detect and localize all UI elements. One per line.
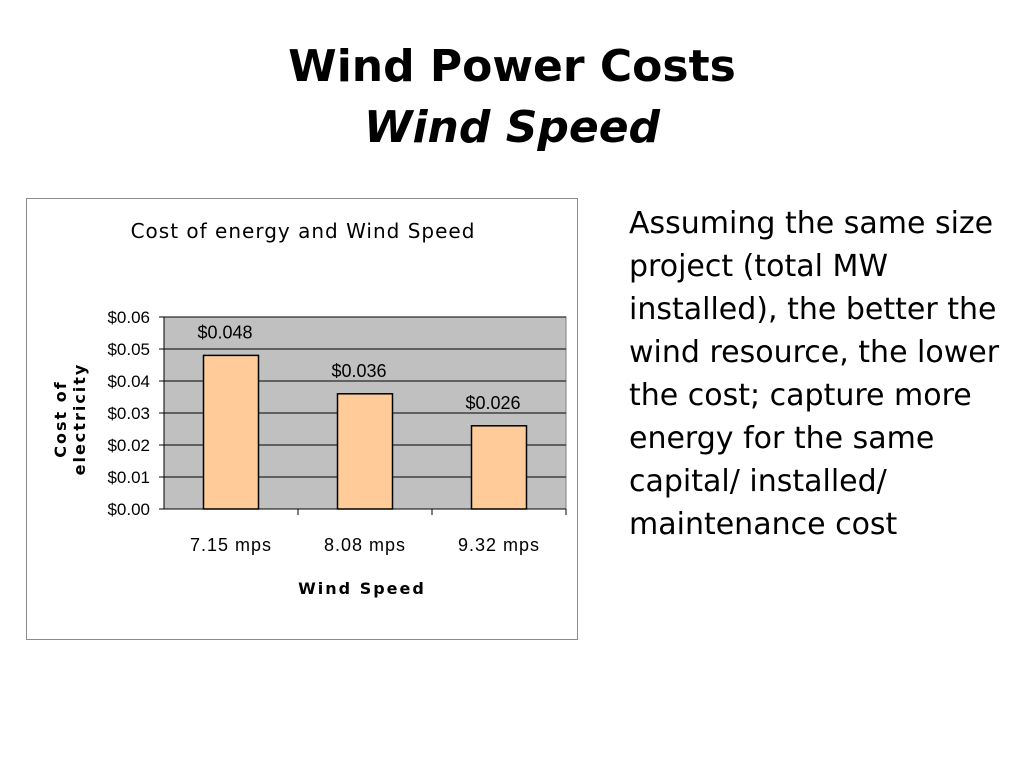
- data-label: $0.026: [465, 393, 520, 413]
- y-tick-label: $0.00: [107, 500, 150, 519]
- slide-title: Wind Power Costs: [288, 41, 736, 92]
- y-tick-label: $0.01: [107, 468, 150, 487]
- y-tick-label: $0.03: [107, 404, 150, 423]
- data-label: $0.036: [331, 361, 386, 381]
- bar: [202, 354, 260, 510]
- bar: [470, 425, 528, 510]
- y-tick-label: $0.02: [107, 436, 150, 455]
- x-axis-label: Wind Speed: [298, 579, 426, 598]
- y-tick-label: $0.06: [107, 308, 150, 327]
- x-tick-label: 9.32 mps: [458, 535, 540, 555]
- y-tick-label: $0.05: [107, 340, 150, 359]
- x-tick-label: 8.08 mps: [324, 535, 406, 555]
- bar: [336, 393, 394, 510]
- chart-title: Cost of energy and Wind Speed: [130, 219, 476, 243]
- chart-container: Cost of energy and Wind Speed Cost of el…: [26, 198, 578, 640]
- x-tick-label: 7.15 mps: [190, 535, 272, 555]
- bar-chart: $0.00 $0.01 $0.02 $0.03 $0.04 $0.05 $0.06 $0.04…: [107, 308, 567, 555]
- y-tick-label: $0.04: [107, 372, 150, 391]
- body-text: Assuming the same size project (total MW…: [629, 206, 1000, 542]
- data-label: $0.048: [197, 322, 252, 342]
- slide-subtitle: Wind Speed: [363, 102, 661, 153]
